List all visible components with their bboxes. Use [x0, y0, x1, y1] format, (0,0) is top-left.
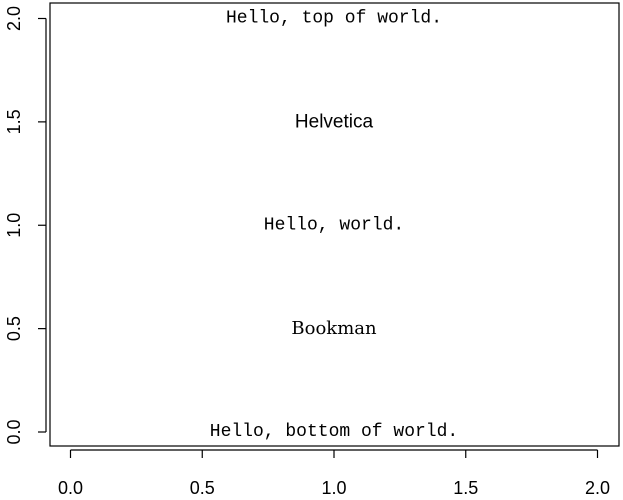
x-tick-label: 2.0 — [585, 478, 610, 498]
annotation-label: Hello, world. — [264, 215, 404, 235]
annotations: Hello, top of world. Helvetica Hello, worl… — [210, 9, 458, 443]
annotation-label: Hello, top of world. — [226, 9, 442, 29]
x-axis: 0.0 0.5 1.0 1.5 2.0 — [58, 449, 610, 498]
annotation-label: Bookman — [291, 318, 377, 339]
x-tick-label: 1.0 — [321, 478, 346, 498]
y-tick-label: 1.0 — [4, 213, 24, 238]
y-axis: 0.0 0.5 1.0 1.5 2.0 — [4, 6, 47, 445]
plot-frame — [49, 2, 620, 447]
x-tick-label: 0.5 — [190, 478, 215, 498]
x-tick-label: 0.0 — [58, 478, 83, 498]
annotation-label: Hello, bottom of world. — [210, 422, 458, 442]
y-tick-label: 0.0 — [4, 419, 24, 444]
y-tick-label: 1.5 — [4, 109, 24, 134]
y-tick-label: 2.0 — [4, 6, 24, 31]
y-tick-label: 0.5 — [4, 316, 24, 341]
x-tick-label: 1.5 — [453, 478, 478, 498]
annotation-label: Helvetica — [295, 111, 374, 132]
